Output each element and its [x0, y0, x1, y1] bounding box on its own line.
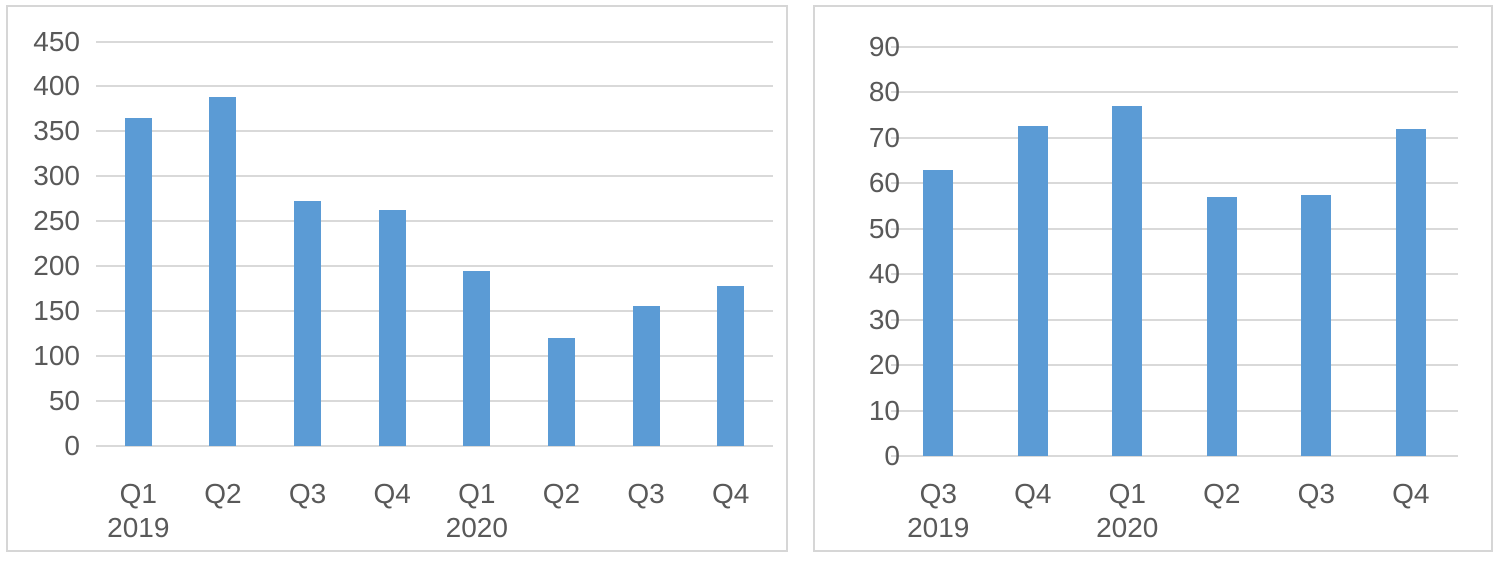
gridline-y-300	[96, 175, 773, 178]
x-axis-category-label: Q3	[288, 478, 327, 509]
gridline-y-50	[891, 227, 1458, 230]
x-axis-category-label: Q1	[1108, 478, 1146, 509]
y-axis-tick-label: 70	[868, 121, 900, 153]
bar-q4-5	[1395, 128, 1426, 457]
x-axis-category-label: Q4	[1014, 478, 1052, 509]
gridline-y-400	[96, 85, 773, 88]
y-axis-tick-label: 60	[868, 167, 900, 199]
bar-q4-3	[378, 210, 406, 446]
bar-q3-0	[923, 169, 954, 457]
x-axis-year-label: 2019	[107, 512, 170, 543]
bar-q1-2	[1112, 105, 1143, 457]
x-axis-category-label: Q3	[919, 478, 957, 509]
gridline-y-30	[891, 318, 1458, 321]
gridline-y-80	[891, 91, 1458, 94]
gridline-y-0	[96, 444, 773, 447]
y-axis-tick-label: 100	[33, 339, 80, 371]
y-axis-tick-label: 50	[48, 384, 80, 416]
x-axis-year-label: 2020	[445, 512, 508, 543]
x-axis-category-label: Q2	[204, 478, 242, 509]
x-axis-year-label: 2020	[1096, 512, 1159, 543]
chart-panel-2019-2020-quarterly-left: 0 50 100 150 200 250 300 350 400 450 Q1 Q2 Q3 Q4 Q1 Q2 Q…	[6, 5, 788, 552]
x-axis-category-label: Q4	[373, 478, 411, 509]
bar-q2-5	[547, 337, 575, 446]
y-axis-tick-label: 400	[33, 70, 80, 102]
gridline-y-50	[96, 399, 773, 402]
gridline-y-40	[891, 273, 1458, 276]
x-axis-category-label: Q3	[1297, 478, 1335, 509]
gridline-y-10	[891, 409, 1458, 412]
bar-q1-0	[124, 117, 152, 446]
gridline-y-100	[96, 354, 773, 357]
y-axis-tick-label: 40	[868, 258, 900, 290]
chart-panel-2019-2020-quarterly-right: 0 10 20 30 40 50 60 70 80 90 Q3 Q4 Q1 Q2 Q3 Q4 2019 2020	[813, 5, 1493, 552]
bar-q2-1	[209, 97, 237, 446]
y-axis-tick-label: 10	[868, 394, 900, 426]
x-axis-category-label: Q3	[627, 478, 665, 509]
x-axis-year-label: 2019	[907, 512, 970, 543]
gridline-y-450	[96, 40, 773, 43]
x-axis-category-label: Q4	[712, 478, 750, 509]
y-axis-tick-label: 450	[33, 25, 80, 57]
y-axis-tick-label: 0	[884, 440, 900, 472]
gridline-y-200	[96, 265, 773, 267]
gridline-y-60	[891, 182, 1458, 185]
y-axis-tick-label: 50	[868, 212, 900, 244]
y-axis-tick-label: 350	[33, 115, 80, 147]
y-axis-tick-label: 150	[33, 294, 80, 326]
x-axis-category-label: Q1	[458, 478, 496, 509]
gridline-y-90	[891, 45, 1458, 48]
y-axis-tick-label: 20	[868, 349, 900, 381]
gridline-y-250	[96, 220, 773, 223]
y-axis-tick-label: 30	[868, 303, 900, 335]
bar-q4-7	[717, 285, 745, 446]
y-axis-tick-label: 300	[33, 160, 80, 192]
bar-q3-4	[1301, 194, 1332, 457]
bar-q3-6	[632, 305, 660, 446]
gridline-y-150	[96, 309, 773, 312]
y-axis-tick-label: 250	[33, 205, 80, 237]
y-axis-tick-label: 90	[868, 30, 900, 62]
x-axis-category-label: Q1	[119, 478, 157, 509]
bar-q4-1	[1017, 126, 1048, 457]
bar-q1-4	[463, 271, 491, 446]
gridline-y-20	[891, 364, 1458, 367]
x-axis-category-label: Q2	[1203, 478, 1241, 509]
x-axis-category-label: Q4	[1392, 478, 1430, 509]
y-axis-tick-label: 200	[33, 250, 80, 281]
bar-q3-2	[294, 201, 322, 446]
x-axis-category-label: Q2	[542, 478, 581, 509]
gridline-y-70	[891, 136, 1458, 139]
y-axis-tick-label: 80	[868, 76, 900, 108]
gridline-y-350	[96, 130, 773, 133]
y-axis-tick-label: 0	[64, 429, 80, 461]
gridline-y-0	[891, 455, 1458, 458]
bar-q2-3	[1206, 196, 1237, 457]
